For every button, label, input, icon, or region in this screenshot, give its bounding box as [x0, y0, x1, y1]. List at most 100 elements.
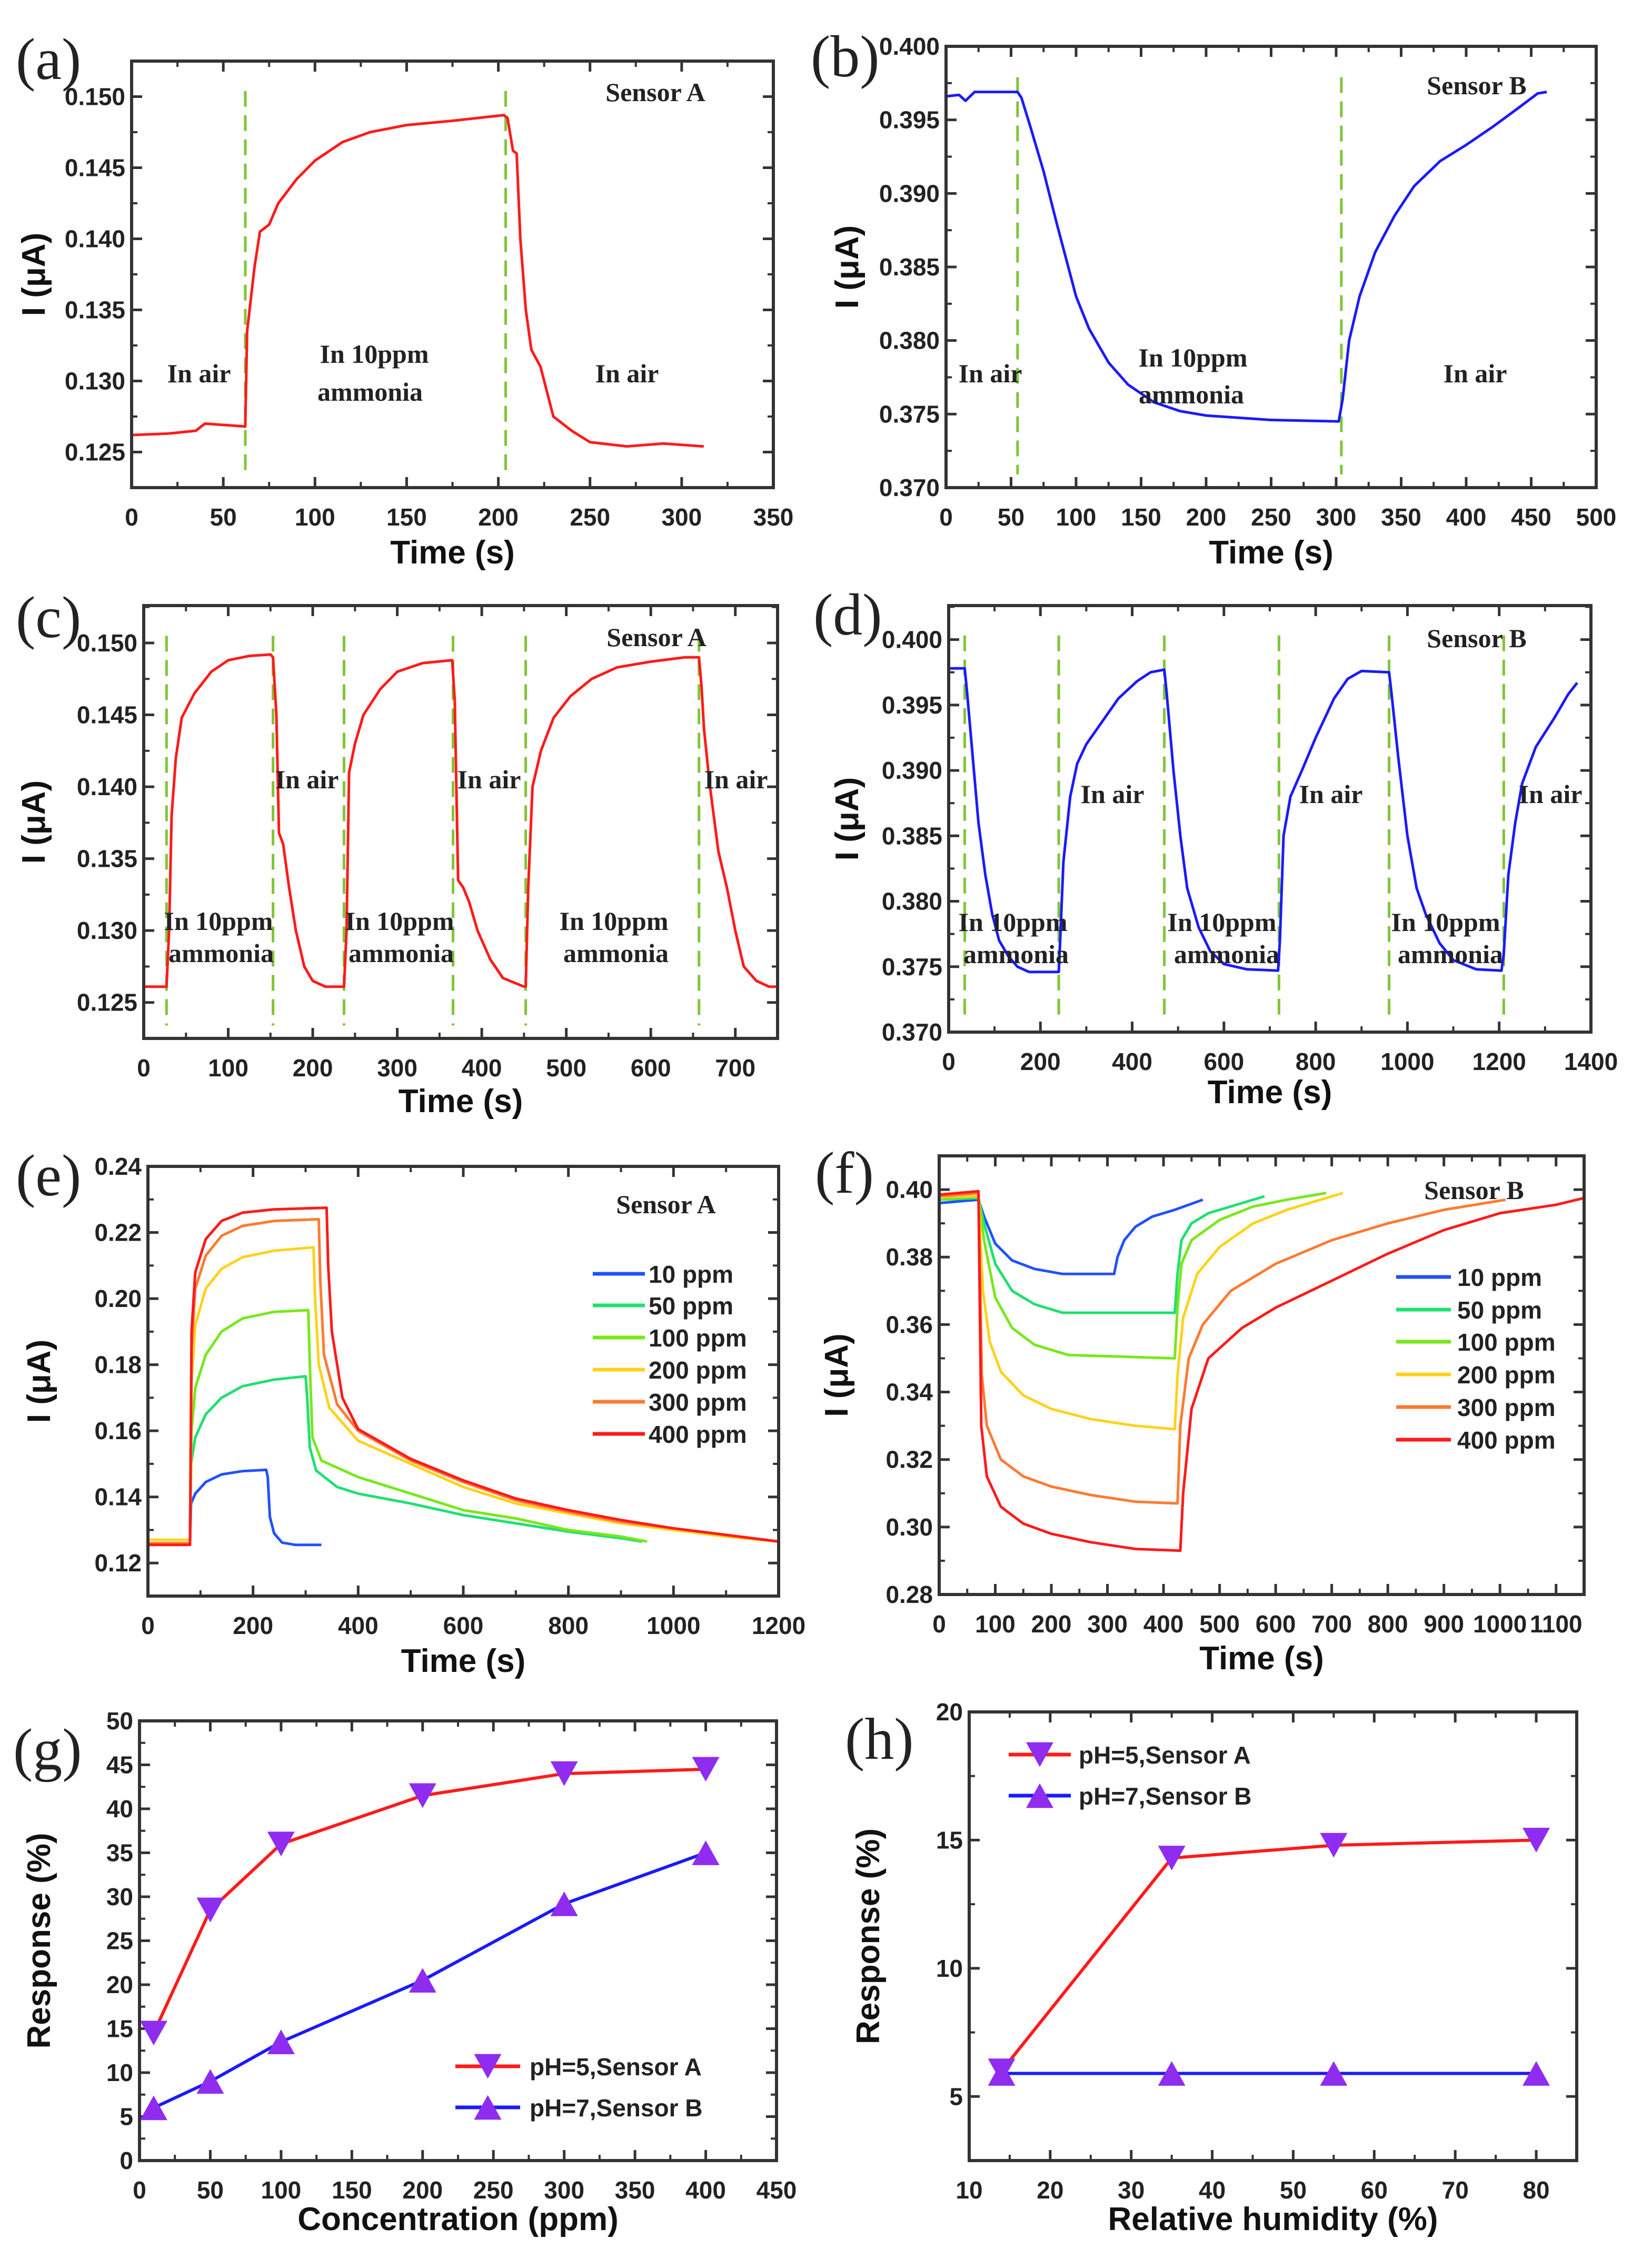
x-tick-label: 50 — [210, 503, 237, 531]
y-tick-label: 0.130 — [77, 917, 137, 944]
y-tick-label: 0.125 — [77, 989, 137, 1016]
annotation: In air — [704, 765, 768, 794]
annotation: In 10ppm — [958, 907, 1067, 937]
plot-frame — [130, 60, 775, 489]
panel-d: (d) 0 200 400 600 800 1000 1200 1400 0.370 0.375 0.… — [813, 582, 1618, 1111]
annotation: In 10ppm — [1391, 907, 1500, 937]
x-tick-label: 500 — [546, 1054, 586, 1082]
x-tick-label: 1000 — [1473, 1610, 1527, 1638]
x-tick-label: 0 — [137, 1054, 151, 1082]
y-tick-label: 0.140 — [77, 773, 137, 800]
series-line-10-ppm — [148, 1468, 322, 1547]
y-tick-label: 0.18 — [94, 1351, 142, 1379]
series-line-10-ppm — [939, 1198, 1203, 1275]
x-tick-label: 1200 — [752, 1612, 805, 1639]
legend-label: 50 ppm — [1457, 1296, 1542, 1324]
plot-frame — [938, 1154, 1586, 1596]
y-tick-label: 0.380 — [882, 888, 942, 915]
plot-frame — [944, 45, 1598, 489]
x-tick-label: 400 — [1446, 503, 1487, 531]
x-tick-label: 800 — [548, 1612, 589, 1639]
annotation: In 10ppm — [320, 339, 429, 369]
x-tick-label: 100 — [1056, 503, 1097, 531]
x-tick-label: 200 — [1020, 1048, 1061, 1075]
x-tick-label: 40 — [1199, 2176, 1226, 2204]
data-point-marker — [550, 1891, 578, 1916]
x-tick-label: 80 — [1522, 2176, 1549, 2204]
annotation: In air — [1081, 779, 1145, 809]
y-tick-label: 0 — [120, 2147, 133, 2174]
annotation: In air — [167, 359, 231, 388]
x-tick-label: 350 — [753, 503, 794, 531]
x-tick-label: 30 — [1118, 2176, 1145, 2204]
panel-a: (a) 0 50 100 150 200 250 300 350 0.125 0.130 0.135 0… — [16, 27, 793, 571]
x-tick-label: 0 — [942, 1048, 956, 1075]
x-tick-label: 250 — [1251, 503, 1291, 531]
y-tick-label: 0.12 — [94, 1549, 142, 1577]
data-point-marker — [988, 2061, 1016, 2086]
x-axis-title: Relative humidity (%) — [1108, 2201, 1438, 2237]
data-point-marker — [1158, 1846, 1186, 1870]
x-tick-label: 250 — [473, 2176, 514, 2204]
legend-label: 50 ppm — [649, 1292, 733, 1320]
series-line-sensor-b — [949, 667, 1578, 974]
y-tick-label: 0.375 — [879, 400, 940, 428]
annotation: In air — [959, 359, 1022, 388]
y-tick-label: 0.22 — [94, 1219, 142, 1246]
x-axis-title: Time (s) — [1209, 534, 1334, 571]
y-tick-label: 0.32 — [885, 1446, 933, 1473]
x-tick-label: 0 — [125, 503, 138, 531]
legend-label: pH=5,Sensor A — [530, 2053, 702, 2081]
data-point-marker — [267, 2029, 295, 2054]
annotation: In air — [1519, 779, 1583, 809]
x-tick-label: 70 — [1442, 2176, 1469, 2204]
series-line-200-ppm — [939, 1192, 1344, 1431]
annotation: ammonia — [1398, 939, 1503, 969]
panel-h: (h) 10 20 30 40 50 60 70 80 5 10 15 20 Relative humid… — [845, 1698, 1578, 2237]
plot-frame — [146, 1165, 780, 1598]
y-tick-label: 25 — [106, 1927, 133, 1955]
y-tick-label: 0.370 — [882, 1018, 942, 1046]
y-tick-label: 0.20 — [94, 1285, 142, 1312]
y-tick-label: 5 — [120, 2103, 133, 2131]
legend-label: 10 ppm — [1457, 1264, 1542, 1291]
y-axis-title: Response (%) — [21, 1833, 57, 2049]
panel-label: (a) — [16, 27, 81, 92]
x-tick-label: 200 — [233, 1612, 273, 1639]
annotation: ammonia — [1174, 939, 1279, 969]
x-tick-label: 300 — [1316, 503, 1357, 531]
y-tick-label: 5 — [949, 2083, 963, 2110]
x-tick-label: 1000 — [1380, 1048, 1434, 1075]
x-tick-label: 700 — [1311, 1610, 1352, 1638]
y-tick-label: 50 — [106, 1707, 133, 1735]
y-tick-label: 0.145 — [65, 154, 125, 182]
x-tick-label: 350 — [615, 2176, 655, 2204]
data-point-marker — [267, 1831, 295, 1857]
legend-label: 100 ppm — [649, 1324, 747, 1352]
series-line-200-ppm — [148, 1246, 779, 1543]
y-tick-label: 0.130 — [65, 368, 125, 395]
x-tick-label: 200 — [402, 2176, 443, 2204]
annotation: ammonia — [317, 377, 423, 407]
x-tick-label: 0 — [141, 1612, 155, 1639]
legend-label: pH=7,Sensor B — [1079, 1782, 1252, 1810]
data-point-marker — [1522, 2061, 1550, 2086]
y-tick-label: 0.28 — [885, 1581, 933, 1608]
y-tick-label: 0.385 — [882, 822, 942, 849]
x-tick-label: 150 — [332, 2176, 372, 2204]
data-point-marker — [1320, 1833, 1348, 1858]
x-tick-label: 20 — [1037, 2176, 1063, 2204]
annotation: In 10ppm — [1167, 907, 1276, 937]
y-tick-label: 0.385 — [879, 253, 940, 281]
panel-label: (f) — [815, 1141, 874, 1206]
panel-label: (h) — [845, 1707, 914, 1772]
data-point-marker — [550, 1761, 578, 1786]
y-tick-label: 0.390 — [879, 180, 940, 207]
x-tick-label: 500 — [1576, 503, 1617, 531]
x-tick-label: 300 — [661, 503, 702, 531]
x-tick-label: 400 — [338, 1612, 379, 1639]
y-tick-label: 35 — [106, 1839, 133, 1867]
data-point-marker — [409, 1783, 436, 1808]
y-axis-title: Response (%) — [850, 1828, 887, 2044]
y-tick-label: 10 — [936, 1955, 963, 1982]
